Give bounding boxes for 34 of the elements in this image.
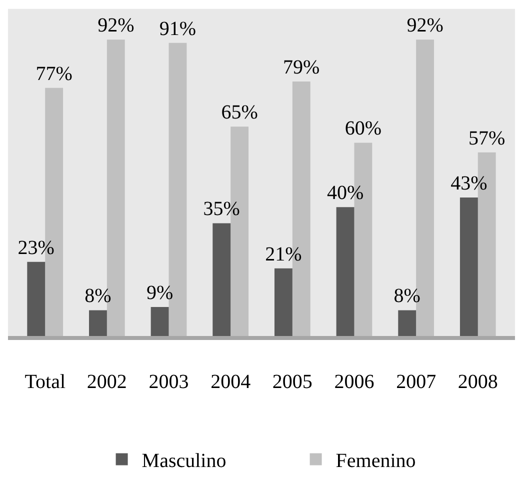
bar bbox=[460, 197, 478, 336]
data-label: 8% bbox=[394, 285, 420, 308]
x-tick-label: 2004 bbox=[210, 371, 251, 393]
bar bbox=[274, 268, 292, 336]
bar bbox=[27, 262, 46, 336]
bar bbox=[89, 310, 107, 336]
data-label: 8% bbox=[84, 285, 112, 308]
data-label: 92% bbox=[98, 14, 134, 37]
x-tick-label: 2008 bbox=[458, 371, 498, 393]
data-label: 9% bbox=[146, 282, 174, 304]
x-tick-label: Total bbox=[24, 371, 66, 393]
x-tick-label: 2006 bbox=[334, 371, 374, 393]
data-label: 43% bbox=[450, 172, 488, 194]
data-label: 92% bbox=[406, 14, 444, 37]
bar bbox=[150, 307, 169, 336]
data-label: 21% bbox=[265, 243, 302, 266]
data-label: 57% bbox=[468, 127, 506, 150]
legend-label: Femenino bbox=[336, 450, 416, 472]
data-label: 23% bbox=[18, 236, 54, 259]
x-tick-label: 2003 bbox=[148, 371, 189, 393]
data-label: 91% bbox=[159, 18, 196, 40]
data-label: 60% bbox=[344, 118, 382, 140]
data-label: 65% bbox=[221, 102, 258, 124]
bar bbox=[212, 223, 231, 336]
data-label: 35% bbox=[203, 198, 240, 220]
data-label: 77% bbox=[36, 62, 72, 85]
bar bbox=[336, 207, 354, 336]
bar bbox=[398, 310, 416, 336]
x-tick-label: 2002 bbox=[86, 371, 127, 393]
data-label: 40% bbox=[326, 182, 364, 204]
x-tick-label: 2007 bbox=[396, 371, 436, 393]
data-label: 79% bbox=[283, 56, 320, 78]
x-tick-label: 2005 bbox=[272, 371, 312, 393]
legend-label: Masculino bbox=[142, 450, 226, 472]
